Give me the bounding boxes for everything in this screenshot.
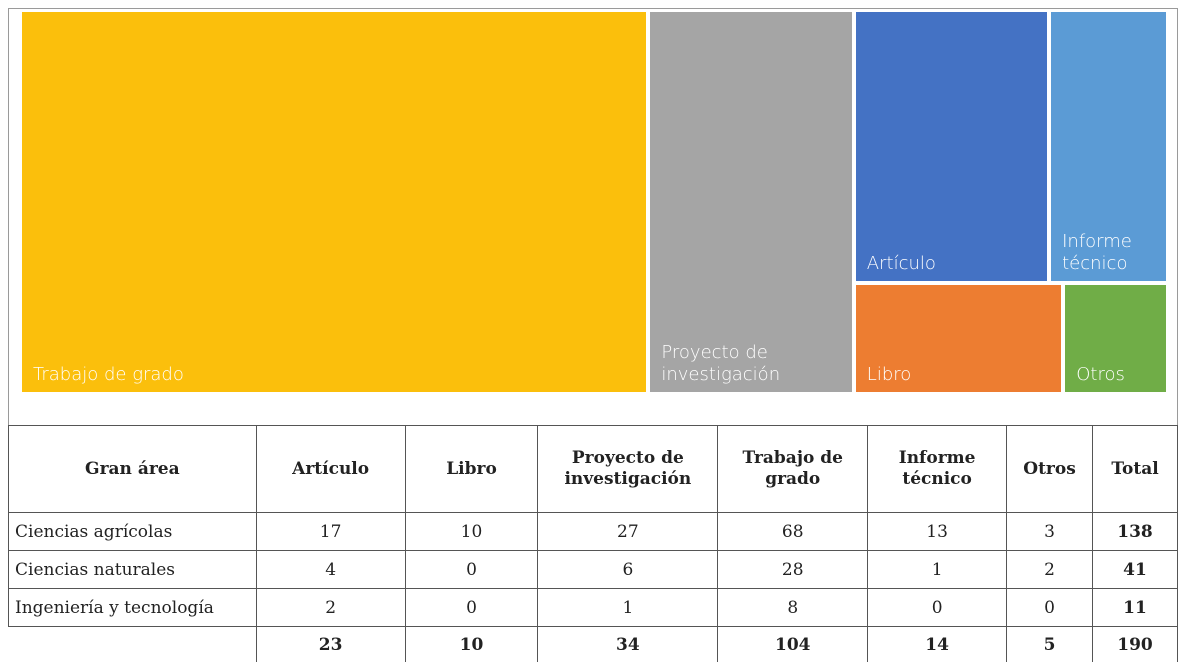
cell-label: Trabajo de grado <box>33 364 184 385</box>
cell-label: Otros <box>1076 363 1125 385</box>
blank-cell <box>8 626 257 662</box>
table-cell: 2 <box>255 588 406 627</box>
total-cell: 190 <box>1092 626 1178 662</box>
table-cell: 13 <box>867 512 1008 551</box>
table-cell: 138 <box>1092 512 1178 551</box>
cell-label: Artículo <box>866 253 936 275</box>
treemap-cell: Informe técnico <box>1051 12 1166 282</box>
table-cell: 68 <box>717 512 869 551</box>
column-header: Proyecto de investigación <box>537 425 719 513</box>
column-header: Otros <box>1006 425 1094 513</box>
table-cell: 3 <box>1006 512 1094 551</box>
total-cell: 5 <box>1006 626 1094 662</box>
table-cell: Ingeniería y tecnología <box>8 588 257 627</box>
column-header: Artículo <box>255 425 406 513</box>
table-row: Ciencias naturales 4 0 6 28 1 2 41 <box>8 550 1178 589</box>
table-cell: 4 <box>255 550 406 589</box>
table-cell: Ciencias agrícolas <box>8 512 257 551</box>
table-cell: 11 <box>1092 588 1178 627</box>
column-header: Total <box>1092 425 1178 513</box>
table-cell: 6 <box>537 550 719 589</box>
table-row: Ciencias agrícolas 17 10 27 68 13 3 138 <box>8 512 1178 551</box>
table: Gran área Artículo Libro Proyecto de invest… <box>8 425 1178 662</box>
table-cell: 27 <box>537 512 719 551</box>
totals-row: 23 10 34 104 14 5 190 <box>8 626 1178 662</box>
total-cell: 14 <box>867 626 1008 662</box>
total-cell: 104 <box>717 626 869 662</box>
table-cell: 0 <box>404 550 539 589</box>
table-cell: 1 <box>537 588 719 627</box>
total-cell: 10 <box>404 626 539 662</box>
treemap-cell: Libro <box>855 285 1062 392</box>
table-cell: 1 <box>867 550 1008 589</box>
table-cell: 17 <box>255 512 406 551</box>
treemap-frame <box>8 8 1178 425</box>
column-header: Trabajo de grado <box>717 425 869 513</box>
total-cell: 23 <box>255 626 406 662</box>
table-cell: 0 <box>867 588 1008 627</box>
table-cell: 8 <box>717 588 869 627</box>
treemap-cell: Otros <box>1065 285 1166 392</box>
table-cell: 10 <box>404 512 539 551</box>
treemap-cell: Proyecto de investigación <box>650 12 852 392</box>
treemap-cell: Artículo <box>855 12 1048 282</box>
table-cell: 41 <box>1092 550 1178 589</box>
table-cell: 0 <box>1006 588 1094 627</box>
header-row: Gran área Artículo Libro Proyecto de invest… <box>8 425 1178 513</box>
column-header: Informe técnico <box>867 425 1008 513</box>
table-cell: 0 <box>404 588 539 627</box>
table-cell: 28 <box>717 550 869 589</box>
cell-label: Libro <box>866 363 912 385</box>
table-row: Ingeniería y tecnología 2 0 1 8 0 0 11 <box>8 588 1178 627</box>
table-cell: Ciencias naturales <box>8 550 257 589</box>
column-header: Gran área <box>8 425 257 513</box>
treemap-cell: Trabajo de grado <box>22 12 647 392</box>
column-header: Libro <box>404 425 539 513</box>
table-cell: 2 <box>1006 550 1094 589</box>
total-cell: 34 <box>537 626 719 662</box>
cell-label: Proyecto de investigación <box>661 342 781 385</box>
cell-label: Informe técnico <box>1062 231 1132 275</box>
